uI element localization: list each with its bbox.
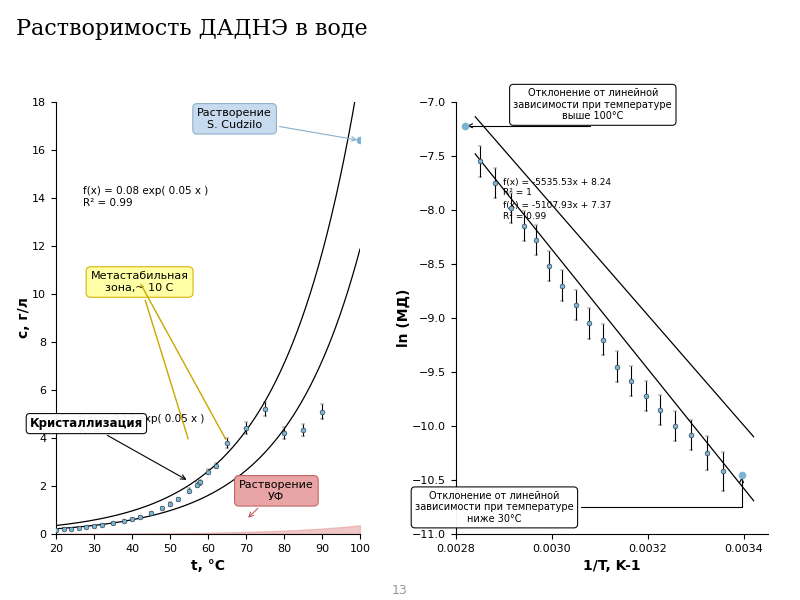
- Text: Метастабильная
зона,~ 10 С: Метастабильная зона,~ 10 С: [90, 271, 189, 439]
- X-axis label: 1/T, K-1: 1/T, K-1: [583, 559, 641, 573]
- Text: f(x) = 0.08 exp( 0.05 x )
R² = 0.99: f(x) = 0.08 exp( 0.05 x ) R² = 0.99: [82, 186, 208, 208]
- Text: f(x) = -5107.93x + 7.37
R² = 0.99: f(x) = -5107.93x + 7.37 R² = 0.99: [503, 202, 611, 221]
- X-axis label: t, °C: t, °C: [191, 559, 225, 573]
- Text: Растворение
S. Cudzilo: Растворение S. Cudzilo: [198, 108, 356, 141]
- Text: Отклонение от линейной
зависимости при температуре
ниже 30°С: Отклонение от линейной зависимости при т…: [415, 479, 743, 524]
- Text: Кристаллизация: Кристаллизация: [30, 417, 186, 479]
- Text: Растворение
УФ: Растворение УФ: [239, 480, 314, 517]
- Text: 13: 13: [392, 584, 408, 597]
- Text: f(x) = 0.13 exp( 0.05 x )
R² = 1: f(x) = 0.13 exp( 0.05 x ) R² = 1: [79, 414, 204, 436]
- Text: Отклонение от линейной
зависимости при температуре
выше 100°С: Отклонение от линейной зависимости при т…: [469, 88, 672, 128]
- Y-axis label: c, г/л: c, г/л: [17, 298, 30, 338]
- Y-axis label: ln (МД): ln (МД): [397, 289, 411, 347]
- Text: f(x) = -5535.53x + 8.24
R² = 1: f(x) = -5535.53x + 8.24 R² = 1: [503, 178, 611, 197]
- Text: Растворимость ДАДНЭ в воде: Растворимость ДАДНЭ в воде: [16, 18, 368, 40]
